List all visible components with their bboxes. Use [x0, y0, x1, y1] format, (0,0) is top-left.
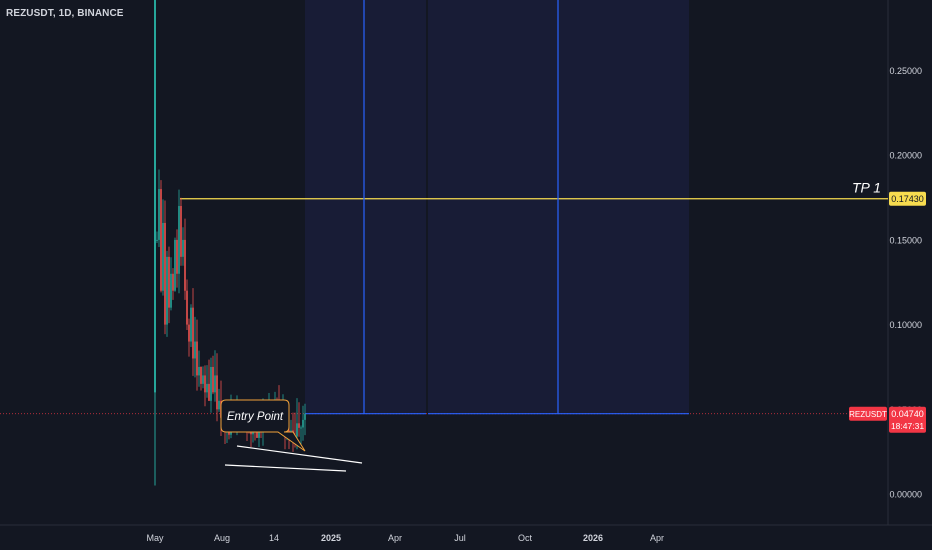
time-tick-label: May [146, 533, 164, 543]
candle-body [184, 239, 186, 291]
candle-body [216, 375, 218, 410]
time-tick-label: 2025 [321, 533, 341, 543]
candle-body [168, 256, 170, 308]
candle-body [304, 413, 306, 420]
time-tick-label: Oct [518, 533, 533, 543]
time-tick-label: 2026 [583, 533, 603, 543]
candle-body [186, 290, 188, 325]
candle-body [172, 273, 174, 291]
triangle-lower-line [224, 464, 347, 472]
price-tick-label: 0.20000 [889, 151, 922, 161]
candle-body [302, 419, 304, 428]
candle-body [166, 256, 168, 325]
target-name-1: TP 1 [852, 180, 881, 196]
candle-body [162, 222, 164, 291]
candle-body [208, 383, 210, 401]
time-tick-label: Apr [650, 533, 664, 543]
candle-body [202, 375, 204, 384]
current-price-badge [889, 406, 926, 433]
candle-body [170, 273, 172, 308]
candle-body [174, 239, 176, 291]
symbol-title: REZUSDT, 1D, BINANCE [6, 8, 124, 19]
candle-body [212, 366, 214, 393]
candle-body [164, 222, 166, 325]
candle-body [210, 366, 212, 401]
triangle-upper-line [236, 445, 363, 464]
candle-body [190, 307, 192, 342]
candle-body [300, 427, 302, 429]
candle-body [296, 423, 298, 437]
candle-body [206, 383, 208, 393]
current-symbol-label: REZUSDT [849, 410, 887, 419]
candle-body [298, 423, 300, 428]
time-tick-label: Apr [388, 533, 402, 543]
candle-body [154, 0, 156, 393]
candle-body [194, 341, 196, 359]
candle-body [218, 400, 220, 410]
price-tick-label: 0.25000 [889, 66, 922, 76]
candle-body [196, 341, 198, 376]
current-symbol-badge [849, 406, 887, 421]
price-tick-label: 0.00000 [889, 490, 922, 500]
candle-body [178, 206, 180, 274]
entry-point-callout [220, 399, 306, 452]
time-tick-label: Jul [454, 533, 466, 543]
target-badge-value-1: 0.17430 [891, 194, 924, 204]
candle-body [160, 189, 162, 291]
candle-body [192, 307, 194, 359]
time-tick-label: Aug [214, 533, 230, 543]
price-tick-label: 0.15000 [889, 235, 922, 245]
candle-body [182, 239, 184, 257]
candle-body [214, 375, 216, 393]
time-tick-label: 14 [269, 533, 279, 543]
candle-body [204, 375, 206, 393]
price-tick-label: 0.10000 [889, 320, 922, 330]
candle-body [258, 430, 260, 438]
candle-body [180, 206, 182, 257]
candle-body [198, 366, 200, 376]
candle-body [188, 324, 190, 342]
candle-body [176, 239, 178, 274]
measure-box-1 [305, 0, 426, 414]
candle-body [156, 239, 158, 241]
current-price-value: 0.04740 [891, 409, 924, 419]
candle-body [256, 430, 258, 438]
target-badge-1 [889, 191, 926, 206]
current-price-countdown: 18:47:31 [891, 421, 924, 431]
candle-body [200, 366, 202, 384]
entry-point-label: Entry Point [227, 411, 284, 423]
candle-body [158, 189, 160, 240]
candle-body [288, 430, 290, 432]
candle-body [290, 430, 292, 432]
